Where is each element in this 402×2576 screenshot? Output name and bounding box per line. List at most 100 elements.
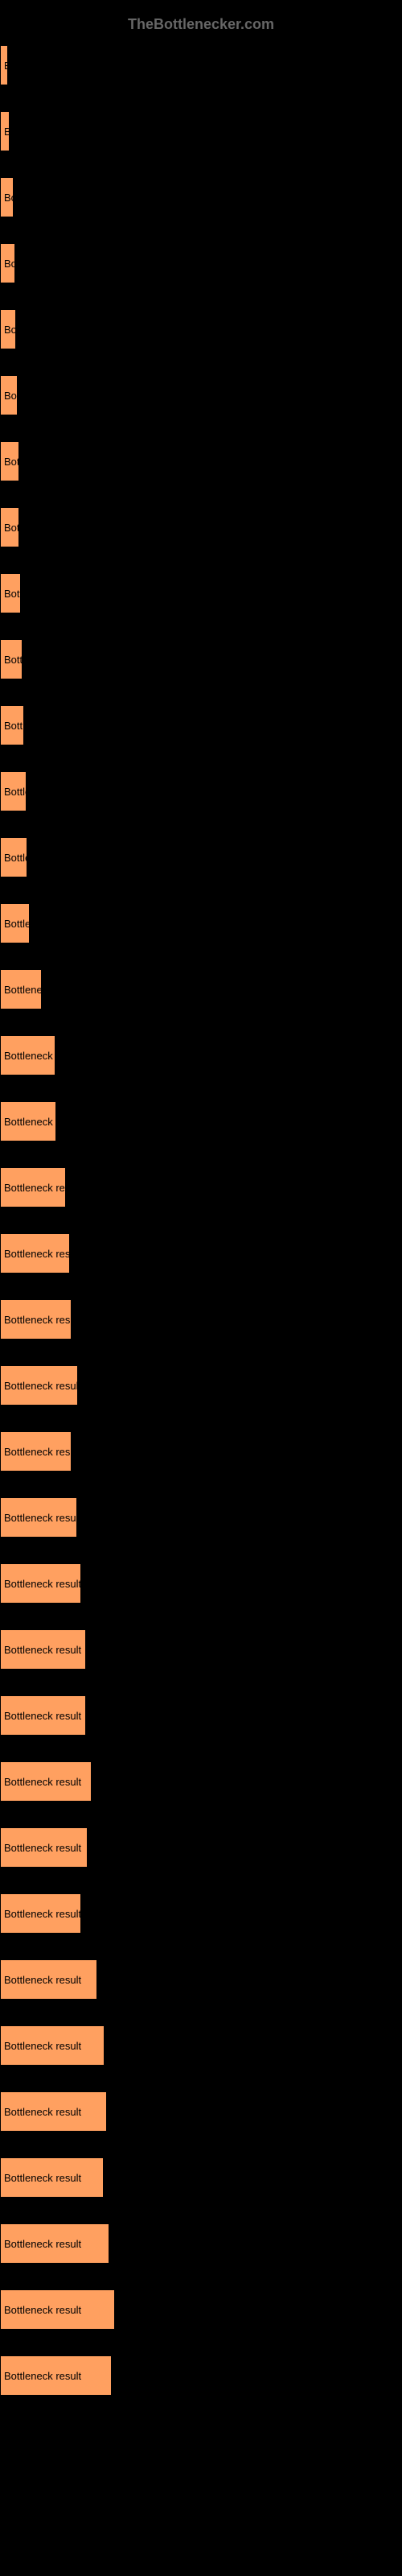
bar: Bottleneck result	[0, 1695, 86, 1736]
bar: Bottleneck result	[0, 1431, 72, 1472]
bar-label: Bottleneck result	[4, 1908, 81, 1920]
bar-row: Bottleneck result	[0, 1563, 402, 1604]
bar: Bottleneck result	[0, 903, 30, 943]
bar: Bottleneck result	[0, 375, 18, 415]
bar-label: Bottleneck result	[4, 1182, 66, 1194]
bar-chart: Bottleneck result Bottleneck result Bottle…	[0, 45, 402, 2438]
bar: Bottleneck result	[0, 2289, 115, 2330]
bar-label: Bottleneck result	[4, 1776, 81, 1788]
bar-row: Bottleneck result	[0, 2091, 402, 2132]
bar-label: Bottleneck result	[4, 390, 18, 402]
bar-row: Bottleneck result	[0, 375, 402, 415]
bar-row: Bottleneck result	[0, 1035, 402, 1075]
bar: Bottleneck result	[0, 243, 15, 283]
bar: Bottleneck result	[0, 111, 10, 151]
bar-row: Bottleneck result	[0, 837, 402, 877]
bar-label: Bottleneck result	[4, 1710, 81, 1722]
watermark-text: TheBottlenecker.com	[0, 16, 402, 33]
bar-row: Bottleneck result	[0, 573, 402, 613]
bar: Bottleneck result	[0, 1959, 97, 2000]
bar-label: Bottleneck result	[4, 1116, 56, 1128]
bar-row: Bottleneck result	[0, 639, 402, 679]
bar-row: Bottleneck result	[0, 1365, 402, 1406]
bar-row: Bottleneck result	[0, 309, 402, 349]
bar-row: Bottleneck result	[0, 1629, 402, 1670]
bar-label: Bottleneck result	[4, 588, 21, 600]
bar: Bottleneck result	[0, 441, 19, 481]
bar: Bottleneck result	[0, 1629, 86, 1670]
bar-row: Bottleneck result	[0, 1695, 402, 1736]
bar: Bottleneck result	[0, 1233, 70, 1274]
bar-row: Bottleneck result	[0, 45, 402, 85]
bar-label: Bottleneck result	[4, 786, 27, 798]
bar-row: Bottleneck result	[0, 1497, 402, 1538]
bar-row: Bottleneck result	[0, 1761, 402, 1802]
bar: Bottleneck result	[0, 705, 24, 745]
bar: Bottleneck result	[0, 969, 42, 1009]
bar-row: Bottleneck result	[0, 2157, 402, 2198]
bar-label: Bottleneck result	[4, 1578, 81, 1590]
bar: Bottleneck result	[0, 507, 19, 547]
bar-row: Bottleneck result	[0, 177, 402, 217]
bar: Bottleneck result	[0, 45, 8, 85]
bar-row: Bottleneck result	[0, 507, 402, 547]
bar-label: Bottleneck result	[4, 654, 23, 666]
bar-label: Bottleneck result	[4, 852, 27, 864]
bar-row: Bottleneck result	[0, 903, 402, 943]
bar: Bottleneck result	[0, 2355, 112, 2396]
bar-label: Bottleneck result	[4, 456, 19, 468]
bar: Bottleneck result	[0, 639, 23, 679]
bar: Bottleneck result	[0, 1761, 92, 1802]
bar-label: Bottleneck result	[4, 522, 19, 534]
bar: Bottleneck result	[0, 2157, 104, 2198]
bar-row: Bottleneck result	[0, 1167, 402, 1208]
bar: Bottleneck result	[0, 1299, 72, 1340]
bar-row: Bottleneck result	[0, 1959, 402, 2000]
bar: Bottleneck result	[0, 177, 14, 217]
bar-label: Bottleneck result	[4, 2106, 81, 2118]
bar-row: Bottleneck result	[0, 1431, 402, 1472]
bar-row: Bottleneck result	[0, 441, 402, 481]
bar-label: Bottleneck result	[4, 1380, 78, 1392]
bar: Bottleneck result	[0, 1365, 78, 1406]
bar-label: Bottleneck result	[4, 2040, 81, 2052]
bar: Bottleneck result	[0, 1563, 81, 1604]
bar-label: Bottleneck result	[4, 192, 14, 204]
bar-label: Bottleneck result	[4, 2370, 81, 2382]
bar-label: Bottleneck result	[4, 2238, 81, 2250]
bar-label: Bottleneck result	[4, 1050, 55, 1062]
bar: Bottleneck result	[0, 1827, 88, 1868]
bar-row: Bottleneck result	[0, 1299, 402, 1340]
bar-row: Bottleneck result	[0, 705, 402, 745]
bar: Bottleneck result	[0, 1035, 55, 1075]
bar-row: Bottleneck result	[0, 969, 402, 1009]
bar: Bottleneck result	[0, 2091, 107, 2132]
bar-label: Bottleneck result	[4, 1446, 72, 1458]
bar-row: Bottleneck result	[0, 2025, 402, 2066]
bar-row: Bottleneck result	[0, 111, 402, 151]
bar-label: Bottleneck result	[4, 1974, 81, 1986]
bar-row: Bottleneck result	[0, 1101, 402, 1141]
bar: Bottleneck result	[0, 309, 16, 349]
bar-label: Bottleneck result	[4, 720, 24, 732]
bar-label: Bottleneck result	[4, 2304, 81, 2316]
bar-label: Bottleneck result	[4, 1842, 81, 1854]
bar-row: Bottleneck result	[0, 2355, 402, 2396]
bar: Bottleneck result	[0, 1497, 77, 1538]
bar-label: Bottleneck result	[4, 984, 42, 996]
bar-row: Bottleneck result	[0, 1827, 402, 1868]
bar-label: Bottleneck result	[4, 918, 30, 930]
bar-label: Bottleneck result	[4, 1248, 70, 1260]
bar-label: Bottleneck result	[4, 1314, 72, 1326]
bar-row: Bottleneck result	[0, 1233, 402, 1274]
bar: Bottleneck result	[0, 771, 27, 811]
bar-row: Bottleneck result	[0, 1893, 402, 1934]
bar-label: Bottleneck result	[4, 1644, 81, 1656]
bar-label: Bottleneck result	[4, 258, 15, 270]
bar-row: Bottleneck result	[0, 2223, 402, 2264]
bar: Bottleneck result	[0, 2025, 105, 2066]
bar-label: Bottleneck result	[4, 2172, 81, 2184]
bar: Bottleneck result	[0, 1893, 81, 1934]
bar-label: Bottleneck result	[4, 324, 16, 336]
bar: Bottleneck result	[0, 837, 27, 877]
